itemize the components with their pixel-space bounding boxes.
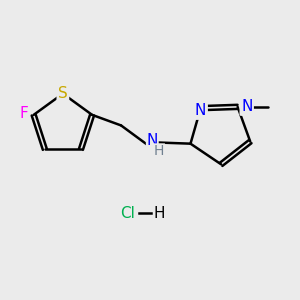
Text: H: H (154, 206, 165, 221)
Text: N: N (195, 103, 206, 118)
Text: N: N (241, 99, 252, 114)
Text: H: H (154, 144, 164, 158)
Text: N: N (147, 133, 158, 148)
Text: S: S (58, 86, 68, 101)
Text: F: F (20, 106, 28, 121)
Text: Cl: Cl (120, 206, 135, 221)
